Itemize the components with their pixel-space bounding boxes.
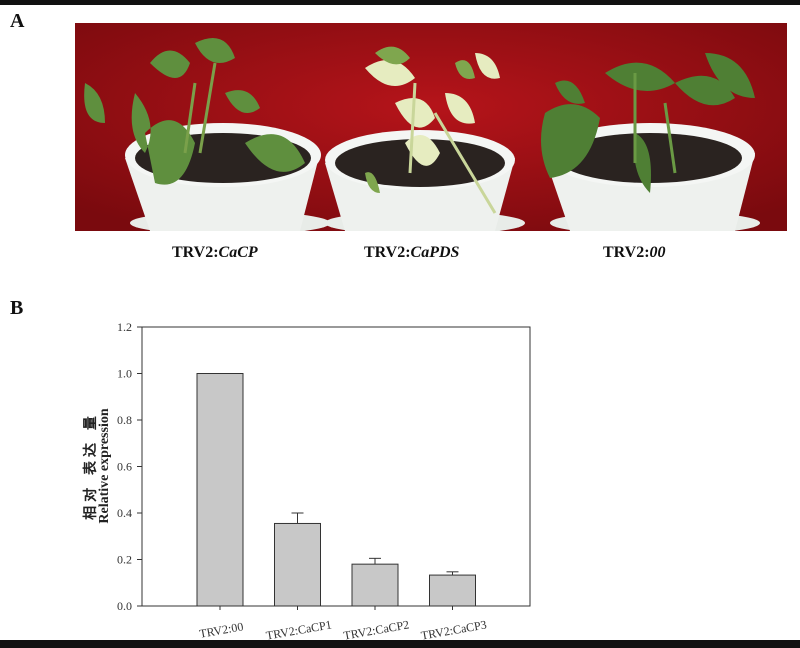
plant-photo — [75, 23, 787, 231]
caption-prefix: TRV2: — [364, 244, 411, 261]
bar-trv2-cacp3 — [429, 574, 476, 607]
y-tick-label: 1.0 — [117, 367, 132, 381]
panel-a-label: A — [10, 10, 25, 32]
y-axis-label-en: Relative expression — [97, 408, 112, 523]
x-tick-label: TRV2:CaCP1 — [265, 617, 333, 640]
caption-trv2-00: TRV2:00 — [603, 244, 666, 262]
bar-trv2-00 — [196, 373, 244, 607]
pot-trv2-cacp — [84, 38, 321, 231]
panel-b-label: B — [10, 297, 24, 319]
caption-gene: 00 — [649, 244, 666, 261]
y-tick-label: 0.8 — [117, 413, 132, 427]
y-axis-label: 相对 表达 量 Relative expression — [82, 408, 112, 523]
bar-trv2-cacp1 — [274, 522, 321, 607]
y-tick-label: 0.2 — [117, 553, 132, 567]
top-border — [0, 0, 800, 5]
y-tick-label: 0.6 — [117, 460, 132, 474]
bar-trv2-cacp2 — [351, 563, 399, 607]
caption-trv2-capds: TRV2:CaPDS — [364, 244, 459, 262]
pot-trv2-capds — [325, 46, 515, 231]
bottom-border — [0, 640, 800, 648]
caption-gene: CaCP — [218, 244, 258, 261]
x-tick-label: TRV2:CaCP2 — [342, 617, 410, 640]
caption-trv2-cacp: TRV2:CaCP — [172, 244, 258, 262]
y-axis-label-cn: 相对 表达 量 — [82, 412, 99, 520]
bar-chart: 相对 表达 量 Relative expression 0.0 0.2 0.4 0.6… — [82, 320, 531, 640]
pot-trv2-00 — [541, 53, 755, 231]
x-tick-label: TRV2:CaCP3 — [420, 617, 488, 640]
y-tick-label: 1.2 — [117, 320, 132, 334]
caption-gene: CaPDS — [410, 244, 460, 261]
y-tick-label: 0.0 — [117, 599, 132, 613]
x-tick-label: TRV2:00 — [198, 619, 244, 640]
caption-prefix: TRV2: — [172, 244, 219, 261]
caption-prefix: TRV2: — [603, 244, 650, 261]
y-tick-label: 0.4 — [117, 506, 132, 520]
